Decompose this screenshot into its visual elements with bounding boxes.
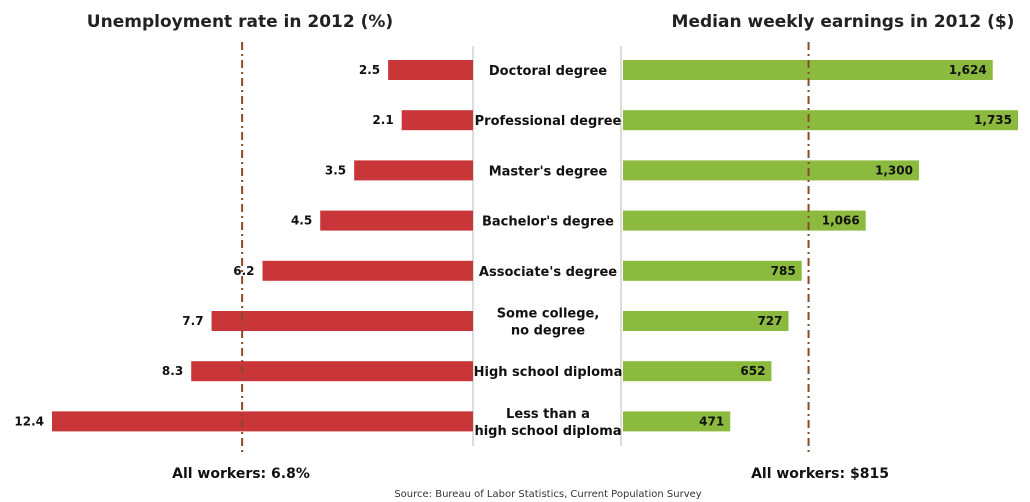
- earnings-reference-label: All workers: $815: [751, 466, 889, 482]
- source-note: Source: Bureau of Labor Statistics, Curr…: [394, 489, 701, 500]
- unemployment-value-label: 2.1: [372, 113, 393, 127]
- unemployment-title: Unemployment rate in 2012 (%): [87, 12, 393, 32]
- unemployment-value-label: 8.3: [162, 364, 183, 378]
- category-label: Some college, no degree: [497, 307, 600, 339]
- category-label: Less than a high school diploma: [474, 407, 621, 439]
- earnings-bar: [623, 160, 919, 181]
- category-label: Bachelor's degree: [482, 215, 614, 230]
- unemployment-value-label: 7.7: [182, 314, 203, 328]
- earnings-bars: 1,624 1,735 1,300 1,066 785 727 652 471: [623, 60, 1018, 432]
- earnings-value-label: 1,066: [822, 214, 860, 228]
- earnings-bar: [623, 210, 866, 231]
- unemployment-value-label: 6.2: [233, 264, 254, 278]
- unemployment-value-label: 3.5: [325, 163, 346, 177]
- earnings-bar: [623, 411, 731, 432]
- unemployment-bar: [354, 160, 473, 181]
- unemployment-bar: [211, 311, 474, 331]
- earnings-value-label: 471: [699, 414, 724, 428]
- category-label: Master's degree: [489, 164, 608, 179]
- category-label: Doctoral degree: [489, 64, 607, 79]
- unemployment-reference-label: All workers: 6.8%: [172, 466, 310, 482]
- unemployment-value-label: 12.4: [14, 414, 44, 428]
- unemployment-bars: 2.5 2.1 3.5 4.5 6.2 7.7 8.3 12.4: [14, 60, 474, 432]
- unemployment-value-label: 4.5: [291, 214, 312, 228]
- earnings-title: Median weekly earnings in 2012 ($): [672, 12, 1015, 32]
- unemployment-value-label: 2.5: [359, 63, 380, 77]
- earnings-value-label: 652: [740, 364, 765, 378]
- category-label: High school diploma: [474, 365, 623, 380]
- unemployment-bar: [191, 361, 474, 382]
- unemployment-bar: [320, 210, 473, 231]
- earnings-bar: [623, 110, 1018, 131]
- earnings-value-label: 785: [771, 264, 796, 278]
- unemployment-bar: [262, 260, 473, 281]
- earnings-bar: [623, 60, 993, 80]
- reference-lines: [241, 42, 810, 452]
- earnings-value-label: 727: [757, 314, 782, 328]
- category-label: Associate's degree: [479, 265, 617, 280]
- earnings-bar: [623, 361, 772, 382]
- earnings-value-label: 1,624: [949, 63, 987, 77]
- unemployment-bar: [52, 411, 473, 432]
- earnings-bar: [623, 311, 789, 331]
- unemployment-bar: [401, 110, 473, 131]
- category-labels: Doctoral degree Professional degree Master…: [474, 64, 623, 439]
- category-label: Professional degree: [475, 114, 622, 129]
- unemployment-bar: [388, 60, 473, 80]
- earnings-bar: [623, 260, 802, 281]
- earnings-value-label: 1,300: [875, 163, 913, 177]
- earnings-value-label: 1,735: [974, 113, 1012, 127]
